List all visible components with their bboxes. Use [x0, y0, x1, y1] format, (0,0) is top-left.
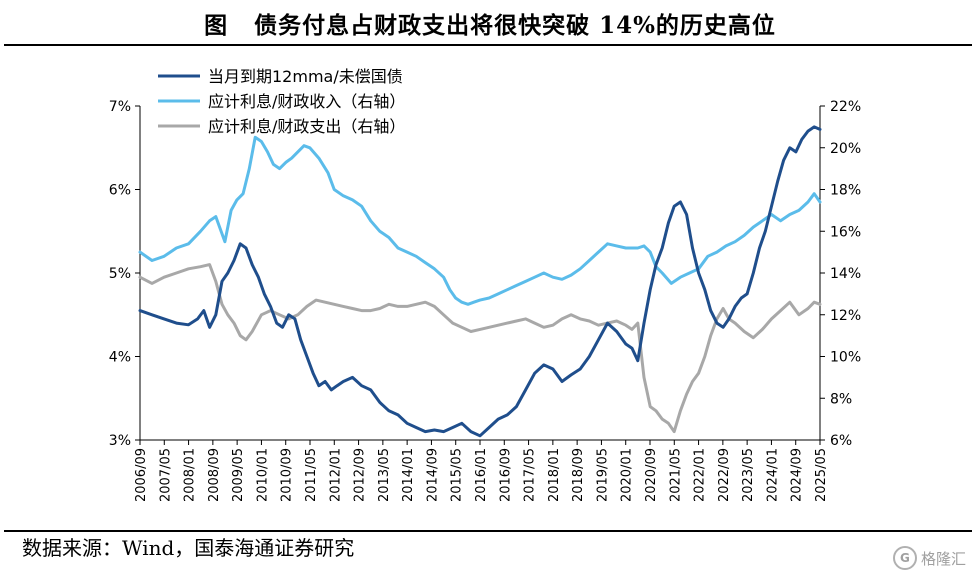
x-tick-label: 2012/09 [353, 448, 368, 502]
x-tick-label: 2024/09 [790, 448, 805, 502]
x-tick-label: 2022/09 [717, 448, 732, 502]
left-tick-label: 5% [109, 266, 131, 282]
left-tick-label: 7% [109, 99, 131, 115]
watermark: G 格隆汇 [892, 546, 966, 570]
x-tick-label: 2024/01 [765, 448, 780, 502]
x-tick-label: 2015/05 [450, 448, 465, 502]
footer-rule [4, 530, 972, 532]
x-tick-label: 2014/01 [401, 448, 416, 502]
x-tick-label: 2018/09 [571, 448, 586, 502]
legend-label-1: 当月到期12mma/未偿国债 [208, 67, 403, 86]
x-tick-label: 2016/09 [498, 448, 513, 502]
x-tick-label: 2009/05 [231, 448, 246, 502]
x-tick-label: 2010/01 [255, 448, 270, 502]
legend-label-2: 应计利息/财政收入（右轴） [208, 92, 405, 111]
chart-title: 图债务付息占财政支出将很快突破 14%的历史高位 [0, 6, 980, 40]
right-tick-label: 14% [830, 266, 861, 282]
x-tick-label: 2007/05 [158, 448, 173, 502]
watermark-logo-icon: G [892, 546, 917, 570]
x-tick-label: 2011/05 [304, 448, 319, 502]
x-tick-label: 2021/05 [668, 448, 683, 502]
right-tick-label: 6% [830, 433, 852, 449]
x-tick-label: 2006/09 [134, 448, 149, 502]
x-tick-label: 2025/05 [814, 448, 829, 502]
right-tick-label: 18% [830, 183, 861, 199]
series-lines [138, 125, 822, 438]
x-tick-label: 2018/01 [547, 448, 562, 502]
source-note: 数据来源：Wind，国泰海通证券研究 [22, 536, 355, 560]
left-tick-label: 3% [109, 433, 131, 449]
x-tick-label: 2022/01 [693, 448, 708, 502]
right-tick-label: 8% [830, 391, 852, 407]
watermark-text: 格隆汇 [920, 549, 966, 568]
x-tick-label: 2013/05 [377, 448, 392, 502]
x-tick-label: 2023/05 [741, 448, 756, 502]
x-tick-label: 2008/09 [207, 448, 222, 502]
x-tick-label: 2020/09 [644, 448, 659, 502]
legend-label-3: 应计利息/财政支出（右轴） [208, 117, 405, 136]
left-tick-label: 6% [109, 183, 131, 199]
axes: 3% 4% 5% 6% 7% 6% 8% 10% 12% 14% 16% 18% 20% 22% 2006/… [109, 99, 861, 502]
figure-label: 图 [204, 12, 229, 39]
title-text: 债务付息占财政支出将很快突破 14%的历史高位 [254, 12, 776, 39]
x-tick-label: 2010/09 [280, 448, 295, 502]
right-tick-label: 20% [830, 141, 861, 157]
title-rule [4, 44, 972, 46]
left-tick-label: 4% [109, 350, 131, 366]
series-line-2 [138, 135, 822, 306]
x-tick-label: 2008/01 [183, 448, 198, 502]
right-tick-label: 22% [830, 99, 861, 115]
x-tick-label: 2017/05 [523, 448, 538, 502]
x-tick-label: 2020/01 [620, 448, 635, 502]
right-tick-label: 12% [830, 308, 861, 324]
series-line-1 [138, 125, 822, 438]
right-tick-label: 10% [830, 350, 861, 366]
x-tick-label: 2012/01 [328, 448, 343, 502]
right-tick-label: 16% [830, 224, 861, 240]
x-tick-label: 2014/09 [425, 448, 440, 502]
x-tick-label: 2016/01 [474, 448, 489, 502]
x-tick-label: 2019/05 [595, 448, 610, 502]
series-line-3 [138, 263, 822, 434]
